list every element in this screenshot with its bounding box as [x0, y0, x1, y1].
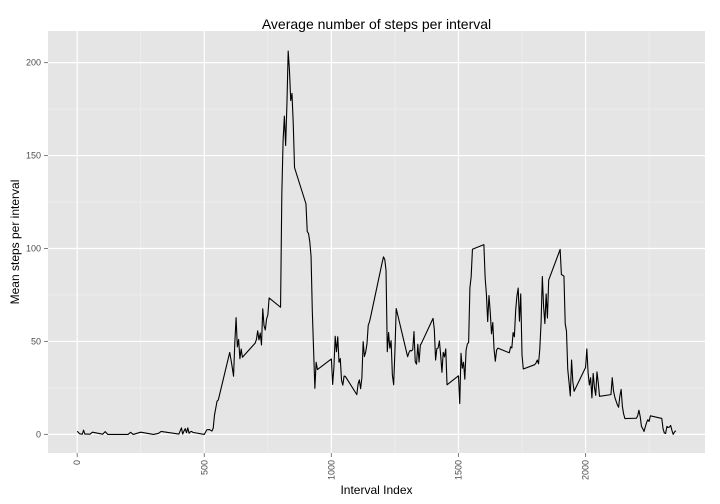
x-tick-label-1500: 1500	[453, 460, 463, 480]
y-tick-label-200: 200	[26, 58, 41, 68]
y-tick-label-150: 150	[26, 151, 41, 161]
y-tick-label-0: 0	[36, 429, 41, 439]
x-axis-title: Interval Index	[340, 483, 412, 497]
y-axis-title: Mean steps per interval	[8, 180, 22, 305]
x-tick-label-2000: 2000	[581, 460, 591, 480]
series-line-mean-steps	[76, 50, 677, 435]
x-axis-ticks: 0 500 1000 1500 2000	[72, 453, 591, 480]
y-axis-ticks: 0 50 100 150 200	[26, 58, 48, 439]
x-tick-label-0: 0	[72, 460, 82, 465]
minor-gridlines	[48, 31, 705, 453]
y-tick-label-50: 50	[31, 336, 41, 346]
chart-title: Average number of steps per interval	[262, 16, 491, 32]
y-tick-label-100: 100	[26, 244, 41, 254]
panel-background	[48, 31, 705, 453]
x-tick-label-1000: 1000	[326, 460, 336, 480]
x-tick-label-500: 500	[199, 460, 209, 475]
